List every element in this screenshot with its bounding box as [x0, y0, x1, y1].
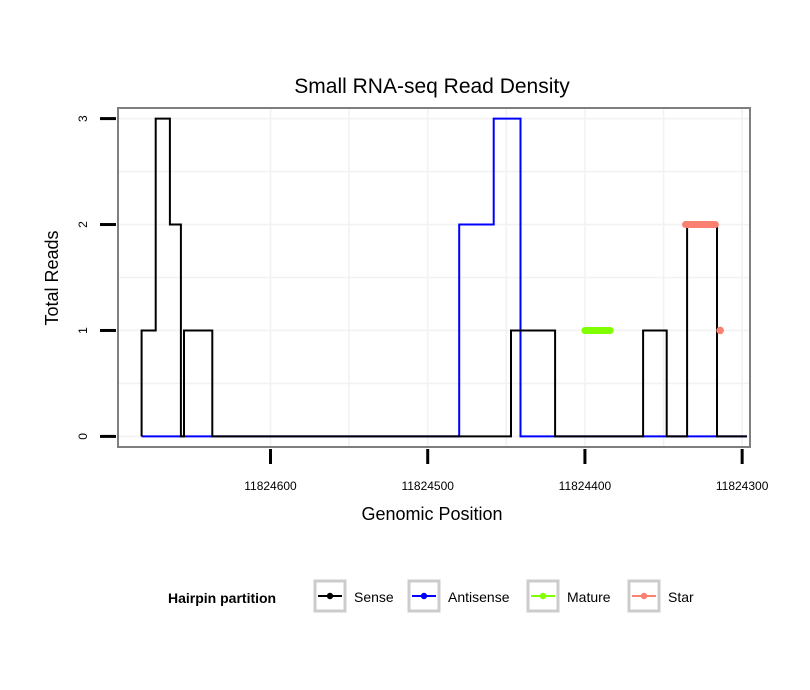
legend-entry-star: Star [627, 579, 694, 613]
y-axis: 0 1 2 3 [76, 115, 116, 440]
legend-key-dot [420, 592, 428, 600]
y-axis-title: Total Reads [42, 230, 62, 325]
x-axis-title: Genomic Position [361, 504, 502, 524]
panel-border [117, 107, 751, 448]
y-tick-label: 3 [76, 115, 90, 122]
grid-lines [118, 108, 750, 447]
chart-title: Small RNA-seq Read Density [294, 75, 570, 98]
series-line-sense [140, 117, 747, 438]
x-tick-label: 11824300 [716, 479, 769, 493]
legend: Hairpin partition Sense Antisense Mature… [168, 579, 694, 613]
legend-key-dot [640, 592, 648, 600]
series-line-antisense [141, 117, 747, 438]
series-point-star [716, 326, 724, 335]
legend-label-sense: Sense [354, 589, 394, 605]
legend-entry-antisense: Antisense [407, 579, 510, 613]
legend-entry-mature: Mature [526, 579, 611, 613]
legend-label-mature: Mature [567, 589, 611, 605]
legend-label-star: Star [668, 589, 694, 605]
legend-title: Hairpin partition [168, 590, 276, 606]
x-axis: 11824600 11824500 11824400 11824300 [244, 449, 769, 493]
y-tick-label: 0 [76, 433, 90, 440]
y-tick-label: 1 [76, 327, 90, 334]
x-tick-label: 11824500 [401, 479, 454, 493]
legend-entry-sense: Sense [313, 579, 394, 613]
legend-key-dot [326, 592, 334, 600]
series-layer [140, 117, 747, 438]
plot-panel [117, 107, 751, 448]
legend-label-antisense: Antisense [448, 589, 510, 605]
x-tick-label: 11824400 [559, 479, 612, 493]
y-tick-label: 2 [76, 221, 90, 228]
legend-key-dot [539, 592, 547, 600]
x-tick-label: 11824600 [244, 479, 297, 493]
